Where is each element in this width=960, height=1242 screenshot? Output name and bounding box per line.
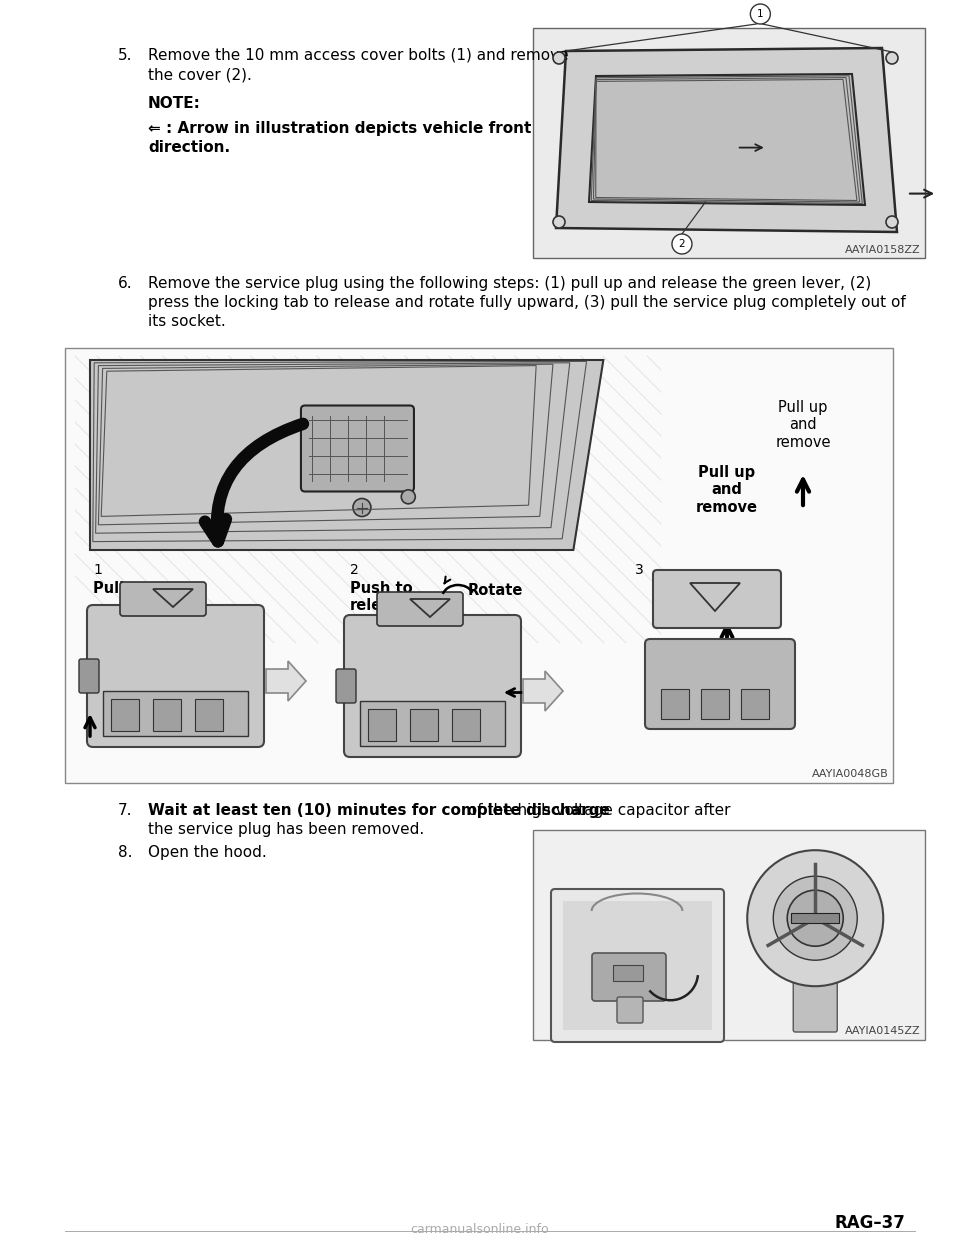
Polygon shape [266, 661, 306, 700]
Text: Wait at least ten (10) minutes for complete discharge: Wait at least ten (10) minutes for compl… [148, 804, 610, 818]
Text: its socket.: its socket. [148, 314, 226, 329]
Bar [701, 689, 729, 719]
Text: Open the hood.: Open the hood. [148, 845, 267, 859]
Polygon shape [90, 360, 604, 550]
Circle shape [886, 52, 898, 65]
Circle shape [553, 216, 565, 229]
Text: 5.: 5. [118, 48, 132, 63]
Text: 7.: 7. [118, 804, 132, 818]
Text: AAYIA0145ZZ: AAYIA0145ZZ [846, 1026, 921, 1036]
Bar [111, 699, 139, 732]
Bar [563, 900, 712, 1030]
Circle shape [401, 489, 416, 504]
Bar [741, 689, 769, 719]
Text: Pull up: Pull up [93, 581, 150, 596]
Bar [533, 29, 925, 258]
Text: the service plug has been removed.: the service plug has been removed. [148, 822, 424, 837]
Bar [613, 965, 643, 981]
FancyBboxPatch shape [79, 660, 99, 693]
Text: 6.: 6. [118, 276, 132, 291]
Polygon shape [523, 671, 563, 710]
Bar [533, 830, 925, 1040]
Circle shape [886, 216, 898, 229]
FancyArrowPatch shape [205, 424, 303, 542]
Text: Rotate: Rotate [468, 582, 523, 597]
Text: 8.: 8. [118, 845, 132, 859]
FancyBboxPatch shape [645, 638, 795, 729]
Text: AAYIA0048GB: AAYIA0048GB [812, 769, 889, 779]
Text: 2: 2 [350, 563, 359, 578]
Text: 2: 2 [679, 238, 685, 248]
Bar [791, 913, 839, 923]
Circle shape [787, 891, 843, 946]
Polygon shape [556, 48, 897, 232]
Text: RAG–37: RAG–37 [834, 1213, 905, 1232]
FancyBboxPatch shape [592, 953, 666, 1001]
Text: 3: 3 [635, 563, 644, 578]
Circle shape [773, 876, 857, 960]
FancyBboxPatch shape [377, 592, 463, 626]
Bar [195, 699, 223, 732]
Text: direction.: direction. [148, 140, 230, 155]
Text: the cover (2).: the cover (2). [148, 67, 252, 82]
Circle shape [751, 4, 770, 24]
FancyBboxPatch shape [120, 582, 206, 616]
Bar [360, 700, 505, 746]
Circle shape [747, 851, 883, 986]
Text: AAYIA0158ZZ: AAYIA0158ZZ [846, 245, 921, 255]
Bar [103, 691, 248, 737]
Circle shape [672, 233, 692, 255]
Text: Pull up
and
remove: Pull up and remove [776, 400, 830, 450]
Text: Remove the service plug using the following steps: (1) pull up and release the g: Remove the service plug using the follow… [148, 276, 872, 291]
Circle shape [553, 52, 565, 65]
Text: NOTE:: NOTE: [148, 96, 201, 111]
Text: of the high voltage capacitor after: of the high voltage capacitor after [464, 804, 731, 818]
Bar [661, 689, 689, 719]
Text: ⇐ : Arrow in illustration depicts vehicle front: ⇐ : Arrow in illustration depicts vehicl… [148, 120, 532, 137]
FancyBboxPatch shape [336, 669, 356, 703]
Text: press the locking tab to release and rotate fully upward, (3) pull the service p: press the locking tab to release and rot… [148, 296, 905, 310]
Bar [452, 709, 480, 741]
FancyBboxPatch shape [551, 889, 724, 1042]
FancyBboxPatch shape [300, 405, 414, 492]
Text: carmanualsonline.info: carmanualsonline.info [411, 1223, 549, 1236]
Text: Remove the 10 mm access cover bolts (1) and remove: Remove the 10 mm access cover bolts (1) … [148, 48, 568, 63]
FancyBboxPatch shape [87, 605, 264, 746]
Text: 1: 1 [93, 563, 102, 578]
Polygon shape [589, 75, 865, 205]
FancyBboxPatch shape [344, 615, 521, 758]
Bar [153, 699, 181, 732]
Text: Pull up
and
remove: Pull up and remove [696, 465, 758, 514]
Circle shape [353, 498, 371, 517]
FancyBboxPatch shape [617, 997, 643, 1023]
FancyBboxPatch shape [793, 979, 837, 1032]
Bar [410, 709, 438, 741]
Text: 1: 1 [757, 9, 763, 19]
Bar [65, 348, 893, 782]
Bar [368, 709, 396, 741]
Text: Push to
release: Push to release [350, 581, 413, 614]
FancyBboxPatch shape [653, 570, 781, 628]
